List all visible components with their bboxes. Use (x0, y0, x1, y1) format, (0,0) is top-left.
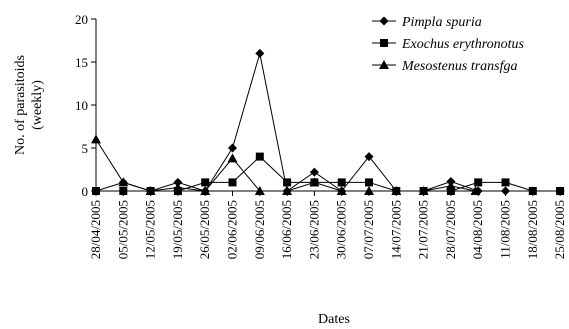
x-tick-label: 04/08/2005 (470, 200, 485, 259)
y-axis-title-line: (weekly) (30, 80, 45, 130)
data-point-triangle (445, 180, 456, 190)
x-tick-label: 16/06/2005 (279, 200, 294, 259)
data-point-triangle (336, 186, 347, 195)
data-point-triangle (364, 186, 374, 195)
data-point-triangle (309, 177, 320, 187)
y-axis: 0 5 10 15 20 (75, 12, 97, 199)
data-point-square (255, 152, 264, 161)
series-line (95, 53, 561, 192)
series-triangle (91, 134, 481, 195)
data-point-triangle (145, 186, 156, 195)
data-point-square (337, 178, 346, 187)
series-square (92, 152, 565, 195)
data-point-triangle (470, 186, 481, 195)
y-tick-label: 20 (75, 12, 88, 27)
x-tick-label: 23/06/2005 (306, 200, 321, 259)
legend-label: Mesostenus transfga (401, 59, 518, 74)
x-tick-label: 12/05/2005 (143, 200, 158, 259)
x-tick-label: 30/06/2005 (334, 200, 349, 259)
x-tick-label: 28/04/2005 (88, 200, 103, 259)
data-point-square (119, 187, 128, 195)
data-point-triangle (418, 186, 429, 195)
data-point-triangle (379, 60, 389, 69)
data-point-diamond (364, 152, 374, 162)
data-point-triangle (391, 186, 402, 195)
y-axis-title: No. of parasitoids (weekly) (13, 55, 45, 155)
data-point-square (556, 187, 565, 195)
data-point-square (528, 187, 537, 195)
data-point-diamond (228, 143, 237, 153)
x-tick-label: 28/07/2005 (443, 200, 458, 259)
x-tick-label: 02/06/2005 (225, 200, 240, 259)
data-point-square (283, 178, 292, 187)
x-tick-label: 07/07/2005 (361, 200, 376, 259)
legend-label: Exochus erythronotus (401, 37, 525, 52)
data-point-triangle (254, 186, 265, 195)
y-tick-label: 10 (75, 98, 88, 113)
data-point-square (501, 178, 510, 187)
data-point-diamond (309, 167, 319, 177)
y-axis-title-line: No. of parasitoids (13, 55, 28, 155)
y-tick-label: 15 (75, 55, 88, 70)
series-group (91, 48, 565, 196)
legend: Pimpla spuria Exochus erythronotus Mesoste… (372, 15, 525, 74)
x-tick-label: 25/08/2005 (552, 200, 567, 259)
data-point-square (365, 178, 373, 187)
x-tick-label: 11/08/2005 (498, 200, 513, 259)
data-point-square (380, 39, 388, 47)
data-point-triangle (91, 134, 101, 144)
x-axis-title: Dates (318, 312, 350, 327)
data-point-square (201, 178, 210, 187)
y-tick-label: 0 (82, 184, 89, 199)
y-tick-label: 5 (82, 141, 89, 156)
x-axis: 28/04/2005 05/05/2005 12/05/2005 19/05/2005… (88, 190, 567, 259)
x-tick-label: 14/07/2005 (388, 200, 403, 259)
data-point-triangle (282, 186, 293, 195)
x-tick-label: 21/07/2005 (416, 200, 431, 259)
data-point-triangle (118, 177, 129, 187)
legend-label: Pimpla spuria (401, 15, 482, 30)
data-point-square (92, 187, 100, 195)
data-point-triangle (200, 186, 211, 195)
data-point-diamond (255, 48, 265, 58)
data-point-diamond (379, 16, 389, 26)
x-tick-label: 18/08/2005 (525, 200, 540, 259)
data-point-square (228, 178, 237, 187)
x-tick-label: 05/05/2005 (115, 200, 130, 259)
x-tick-label: 19/05/2005 (170, 200, 185, 259)
x-tick-label: 26/05/2005 (197, 200, 212, 259)
data-point-square (446, 187, 455, 195)
data-point-triangle (227, 153, 238, 163)
data-point-diamond (173, 177, 183, 187)
data-point-triangle (172, 182, 183, 192)
data-point-diamond (501, 186, 510, 196)
x-tick-label: 09/06/2005 (252, 200, 267, 259)
data-point-square (474, 178, 483, 187)
